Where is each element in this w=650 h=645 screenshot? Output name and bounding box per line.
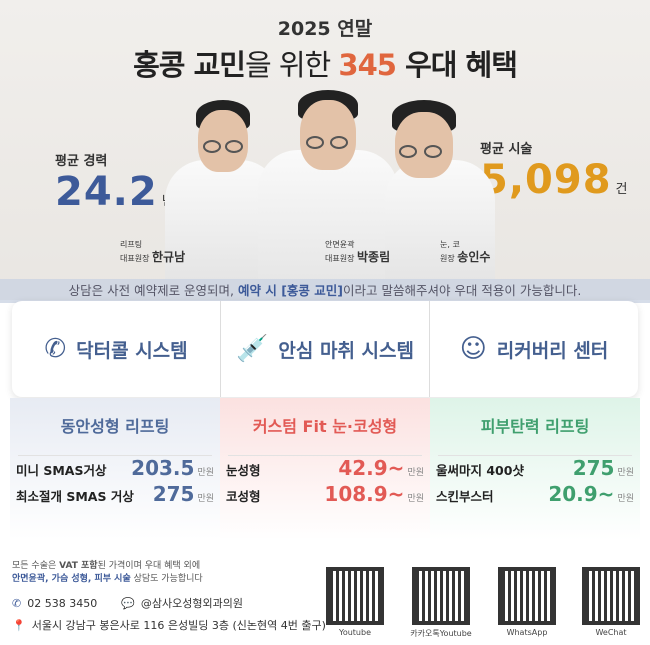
price-row: 눈성형 42.9~ 만원 xyxy=(226,456,424,480)
phone-icon: ✆ xyxy=(12,596,22,610)
qr-whatsapp[interactable] xyxy=(498,567,556,625)
qr-wechat[interactable] xyxy=(582,567,640,625)
page-title: 홍콩 교민을 위한 345 우대 혜택 xyxy=(133,48,518,82)
feature-anesthesia: 💉 안심 마취 시스템 xyxy=(221,301,430,397)
price-columns: 동안성형 리프팅 미니 SMAS거상 203.5 만원 최소절개 SMAS 거상 27… xyxy=(10,398,640,540)
qr-label: Youtube xyxy=(339,628,371,637)
surgery-stat: 평균 시술 5,098 건 xyxy=(480,142,628,203)
subtitle: 2025 연말 xyxy=(277,18,373,40)
kakao-id[interactable]: @삼사오성형외과의원 xyxy=(140,597,243,610)
qr-label: WeChat xyxy=(595,628,627,637)
feature-recovery: ☺ 리커버리 센터 xyxy=(459,334,609,364)
category-skin: 피부탄력 리프팅 울써마지 400샷 275 만원 스킨부스터 20.9~ 만원 xyxy=(430,398,640,540)
phone-number[interactable]: 02 538 3450 xyxy=(27,596,98,610)
footer-note: 모든 수술은 VAT 포함된 가격이며 우대 혜택 외에 안면윤곽, 가슴 성형… xyxy=(12,561,203,584)
qr-kakao-youtube[interactable] xyxy=(412,567,470,625)
address-row: 📍 서울시 강남구 봉은사로 116 은성빌딩 3층 (신논현역 4번 출구) xyxy=(12,617,326,633)
doctor-caption-1: 리프팅 대표원장 한규남 xyxy=(120,240,186,265)
price-row: 스킨부스터 20.9~ 만원 xyxy=(436,482,634,506)
reservation-banner: 상담은 사전 예약제로 운영되며, 예약 시 [홍콩 교민]이라고 말씀해주셔야… xyxy=(0,279,650,303)
contact-row: ✆ 02 538 3450 💬 @삼사오성형외과의원 xyxy=(12,595,243,611)
phone-icon: ✆ xyxy=(44,334,67,364)
career-stat: 평균 경력 24.2년 xyxy=(55,154,174,215)
qr-label: WhatsApp xyxy=(506,628,548,637)
category-title: 커스텀 Fit 눈·코성형 xyxy=(228,398,422,456)
recovery-face-icon: ☺ xyxy=(459,334,487,364)
category-eye-nose: 커스텀 Fit 눈·코성형 눈성형 42.9~ 만원 코성형 108.9~ 만원 xyxy=(220,398,430,540)
qr-youtube[interactable] xyxy=(326,567,384,625)
price-row: 최소절개 SMAS 거상 275 만원 xyxy=(16,482,214,506)
price-row: 울써마지 400샷 275 만원 xyxy=(436,456,634,480)
feature-doctor-call: ✆ 닥터콜 시스템 xyxy=(12,301,221,397)
price-row: 코성형 108.9~ 만원 xyxy=(226,482,424,506)
kakao-icon: 💬 xyxy=(121,596,135,610)
category-title: 피부탄력 리프팅 xyxy=(438,398,632,456)
qr-label: 카카오톡Youtube xyxy=(410,629,472,638)
doctor-caption-3: 눈, 코 원장 송인수 xyxy=(440,240,491,265)
doctor-caption-2: 안면윤곽 대표원장 박종림 xyxy=(325,240,391,265)
category-title: 동안성형 리프팅 xyxy=(18,398,212,456)
address: 서울시 강남구 봉은사로 116 은성빌딩 3층 (신논현역 4번 출구) xyxy=(31,619,326,632)
price-row: 미니 SMAS거상 203.5 만원 xyxy=(16,456,214,480)
feature-card: ✆ 닥터콜 시스템 💉 안심 마취 시스템 ☺ 리커버리 센터 xyxy=(12,301,638,397)
location-pin-icon: 📍 xyxy=(12,618,26,632)
syringe-icon: 💉 xyxy=(236,334,269,364)
category-lifting: 동안성형 리프팅 미니 SMAS거상 203.5 만원 최소절개 SMAS 거상 27… xyxy=(10,398,220,540)
